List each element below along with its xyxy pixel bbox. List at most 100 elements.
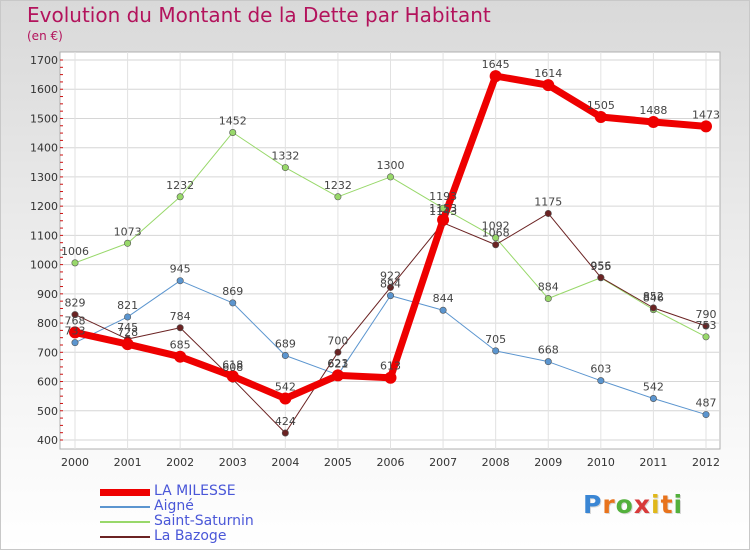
- data-point: [334, 193, 342, 201]
- data-label: 955: [590, 260, 611, 273]
- data-label: 894: [380, 278, 401, 291]
- data-label: 1232: [166, 179, 194, 192]
- data-label: 668: [538, 344, 559, 357]
- y-tick-label: 600: [37, 376, 58, 389]
- y-tick-label: 900: [37, 288, 58, 301]
- data-label: 1452: [219, 114, 247, 127]
- data-label: 487: [696, 397, 717, 410]
- data-label: 1006: [61, 245, 89, 258]
- data-label: 733: [65, 325, 86, 338]
- proxiti-logo: Proxiti: [583, 490, 684, 519]
- x-tick-label: 2010: [587, 456, 615, 469]
- data-label: 945: [170, 263, 191, 276]
- data-point: [124, 239, 132, 247]
- data-point: [702, 333, 710, 341]
- y-tick-label: 1700: [30, 54, 58, 67]
- data-label: 424: [275, 415, 296, 428]
- legend-swatch: [100, 521, 150, 523]
- chart-subtitle: (en €): [27, 29, 63, 43]
- data-label: 745: [117, 321, 138, 334]
- data-label: 1193: [429, 190, 457, 203]
- data-point: [281, 352, 289, 360]
- data-label: 1175: [534, 195, 562, 208]
- data-label: 956: [590, 259, 611, 272]
- data-point: [176, 324, 184, 332]
- data-point: [489, 70, 502, 83]
- x-tick-label: 2003: [219, 456, 247, 469]
- data-label: 1473: [692, 108, 720, 121]
- data-label: 1143: [429, 205, 457, 218]
- data-label: 869: [222, 285, 243, 298]
- data-point: [544, 295, 552, 303]
- legend-label: Aigné: [154, 498, 194, 514]
- data-point: [121, 338, 134, 351]
- data-label: 884: [538, 281, 559, 294]
- data-point: [279, 392, 292, 405]
- legend-swatch: [100, 506, 150, 508]
- data-label: 1068: [482, 227, 510, 240]
- data-label: 852: [643, 290, 664, 303]
- data-point: [334, 348, 342, 356]
- y-tick-label: 500: [37, 405, 58, 418]
- data-label: 689: [275, 338, 296, 351]
- data-point: [492, 347, 500, 355]
- data-point: [229, 299, 237, 307]
- data-label: 1073: [114, 225, 142, 238]
- y-tick-label: 1100: [30, 229, 58, 242]
- legend-label: LA MILESSE: [154, 483, 236, 499]
- data-point: [702, 322, 710, 330]
- data-point: [597, 273, 605, 281]
- x-tick-label: 2004: [271, 456, 299, 469]
- data-point: [331, 369, 344, 382]
- data-label: 922: [380, 269, 401, 282]
- data-label: 618: [222, 358, 243, 371]
- data-label: 603: [590, 363, 611, 376]
- data-label: 1614: [534, 67, 562, 80]
- data-label: 685: [170, 339, 191, 352]
- data-point: [649, 304, 657, 312]
- data-label: 1092: [482, 220, 510, 233]
- data-point: [597, 377, 605, 385]
- data-label: 542: [275, 380, 296, 393]
- data-label: 790: [696, 308, 717, 321]
- y-tick-label: 700: [37, 346, 58, 359]
- data-point: [544, 209, 552, 217]
- data-point: [439, 204, 447, 212]
- data-label: 728: [117, 326, 138, 339]
- y-tick-label: 1500: [30, 112, 58, 125]
- data-point: [386, 283, 394, 291]
- data-label: 700: [327, 334, 348, 347]
- y-tick-label: 1000: [30, 259, 58, 272]
- y-tick-label: 800: [37, 317, 58, 330]
- data-label: 846: [643, 292, 664, 305]
- data-point: [544, 358, 552, 366]
- y-tick-label: 1400: [30, 142, 58, 155]
- y-tick-label: 1200: [30, 200, 58, 213]
- data-label: 621: [327, 357, 348, 370]
- data-point: [649, 394, 657, 402]
- data-label: 1488: [639, 104, 667, 117]
- data-point: [594, 111, 607, 123]
- data-label: 542: [643, 380, 664, 393]
- data-label: 705: [485, 333, 506, 346]
- data-point: [71, 311, 79, 319]
- data-label: 1232: [324, 179, 352, 192]
- data-point: [176, 193, 184, 201]
- data-point: [124, 313, 132, 321]
- y-tick-label: 1300: [30, 171, 58, 184]
- x-tick-label: 2000: [61, 456, 89, 469]
- x-tick-label: 2005: [324, 456, 352, 469]
- data-point: [174, 350, 187, 363]
- data-point: [542, 79, 555, 92]
- data-point: [437, 213, 450, 226]
- data-label: 821: [117, 299, 138, 312]
- data-label: 623: [327, 357, 348, 370]
- data-point: [384, 371, 397, 384]
- x-tick-label: 2011: [639, 456, 667, 469]
- legend-swatch: [100, 536, 150, 538]
- data-point: [281, 429, 289, 437]
- legend-label: La Bazoge: [154, 528, 227, 544]
- data-point: [229, 128, 237, 136]
- x-tick-label: 2007: [429, 456, 457, 469]
